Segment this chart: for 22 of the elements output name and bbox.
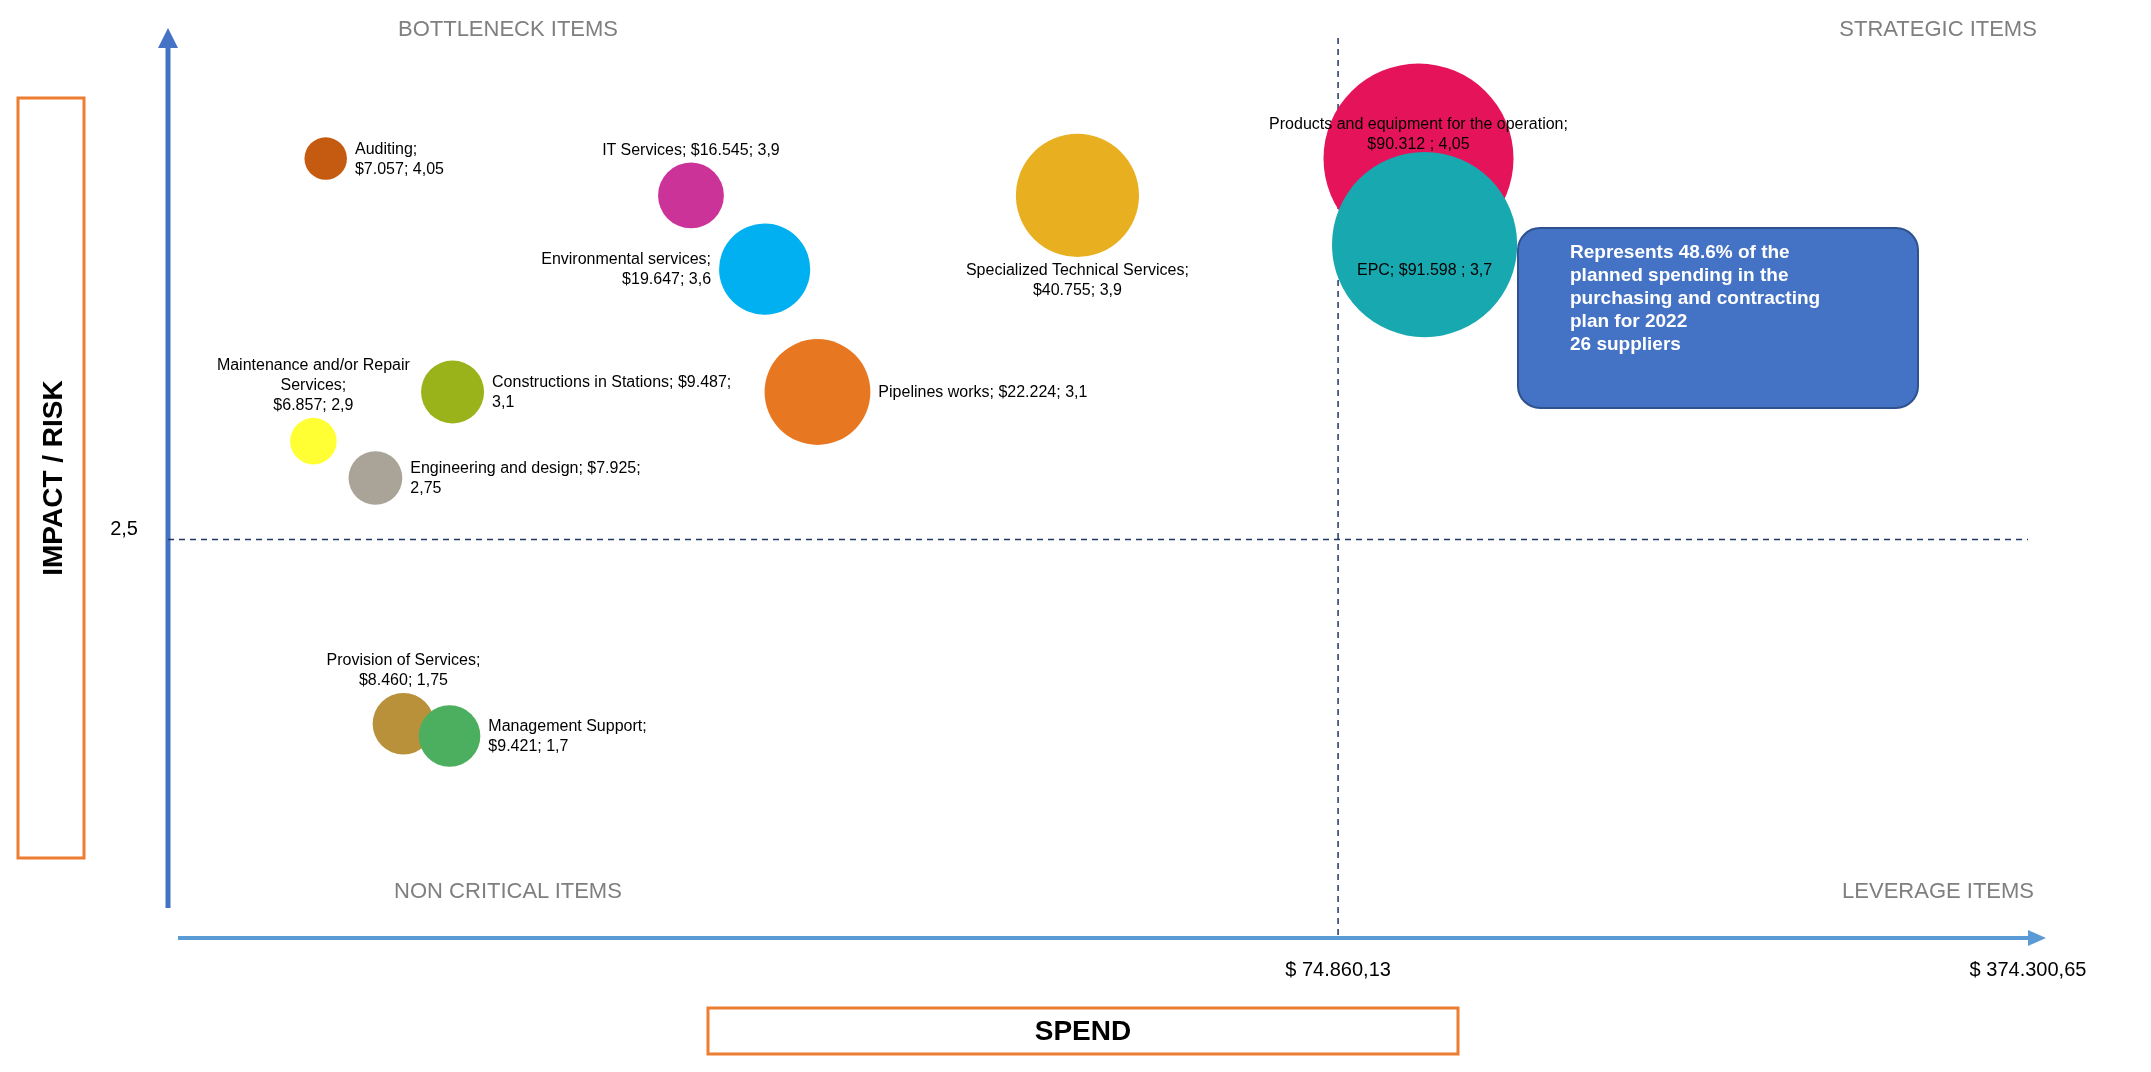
annotation: Represents 48.6% of the planned spending in the purchasing and contracting plan for 2022 26 suppliers: [1570, 241, 1821, 354]
data-label: Pipelines works; $22.224; 3,1: [878, 383, 1088, 400]
data-label: Provision of Services; $8.460; 1,75: [326, 650, 481, 688]
x-tick-label: $ 374.300,65: [1969, 958, 2087, 980]
ref-line-label: 2,5: [110, 517, 138, 540]
data-label: Engineering and design; $7.925; 2,75: [410, 459, 641, 496]
x-tick-label: $ 74.860,13: [1285, 958, 1391, 980]
text: STRATEGIC ITEMS: [1839, 16, 2037, 41]
x-axis-title: SPEND: [1034, 1015, 1132, 1046]
data-label: Environmental services; $19.647; 3,6: [541, 250, 712, 288]
data-label: Constructions in Stations; $9.487; 3,1: [492, 373, 732, 410]
data-label: Maintenance and/or Repair Services; $6.857; 2,9: [216, 355, 411, 413]
data-label: EPC; $91.598 ; 3,7: [1356, 260, 1493, 278]
data-label: Specialized Technical Services; $40.755; 3,9: [965, 261, 1189, 298]
data-label: IT Services; $16.545; 3,9: [602, 140, 780, 158]
data-label: Management Support; $9.421; 1,7: [488, 717, 647, 754]
annotation: LEVERAGE ITEMS: [1842, 878, 2035, 903]
data-label: Auditing; $7.057; 4,05: [354, 139, 445, 177]
text: BOTTLENECK ITEMS: [397, 16, 619, 41]
callout-box: Represents 48.6% of the planned spending in the purchasing and contracting plan for 2022 26 suppliers: [1517, 227, 1919, 409]
y-axis-title: IMPACT / RISK: [37, 380, 68, 576]
annotation: NON CRITICAL ITEMS: [394, 878, 622, 903]
